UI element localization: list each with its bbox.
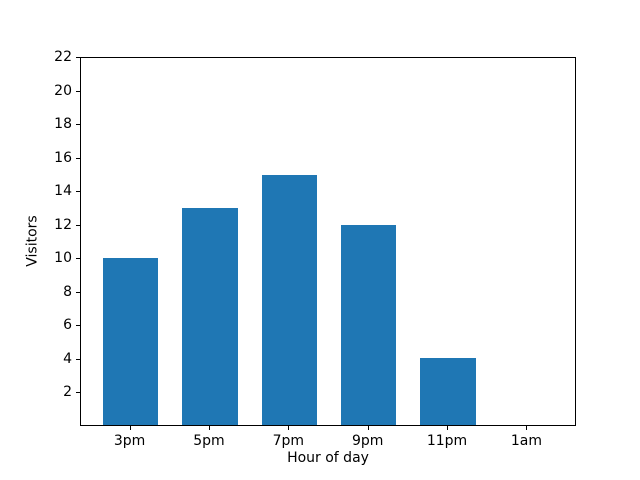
- x-tick-mark: [208, 426, 210, 430]
- x-tick-label: 5pm: [193, 433, 225, 449]
- x-tick-label: 9pm: [351, 433, 384, 449]
- y-tick-mark: [76, 325, 80, 327]
- x-axis-title: Hour of day: [287, 450, 369, 466]
- y-tick-mark: [76, 291, 80, 293]
- y-tick-label: 16: [54, 149, 72, 166]
- x-tick-mark: [367, 426, 369, 430]
- y-tick-mark: [76, 57, 80, 58]
- y-tick-label: 20: [54, 82, 72, 99]
- bar-3pm: [102, 258, 159, 425]
- y-tick-mark: [76, 258, 80, 260]
- y-tick-label: 18: [54, 116, 72, 133]
- x-tick-mark: [129, 426, 131, 430]
- y-tick-mark: [76, 358, 80, 360]
- bar-5pm: [182, 208, 238, 425]
- x-tick-mark: [526, 426, 528, 430]
- y-tick-mark: [76, 191, 80, 193]
- y-tick-mark: [76, 90, 80, 92]
- y-tick-label: 10: [54, 250, 72, 267]
- y-axis-title-text: Visitors: [24, 215, 41, 267]
- x-tick-label: 11pm: [426, 433, 468, 449]
- bar-7pm: [261, 174, 318, 425]
- y-tick-mark: [76, 224, 80, 226]
- y-tick-mark: [76, 124, 80, 126]
- y-tick-label: 22: [54, 49, 72, 65]
- x-tick-mark: [288, 426, 290, 430]
- y-tick-label: 12: [54, 216, 72, 233]
- y-tick-label: 8: [63, 283, 72, 300]
- bar-11pm: [420, 358, 476, 425]
- x-tick-label: 7pm: [272, 433, 305, 449]
- x-tick-label: 1am: [510, 433, 542, 449]
- y-tick-mark: [76, 392, 80, 394]
- y-tick-label: 14: [54, 183, 72, 200]
- y-tick-label: 6: [63, 317, 72, 334]
- y-tick-label: 4: [63, 350, 72, 367]
- y-tick-mark: [76, 157, 80, 159]
- x-tick-label: 3pm: [113, 433, 146, 449]
- x-tick-mark: [447, 426, 449, 430]
- plot-area: [80, 57, 576, 426]
- bar-9pm: [340, 224, 397, 425]
- y-tick-label: 2: [63, 384, 72, 401]
